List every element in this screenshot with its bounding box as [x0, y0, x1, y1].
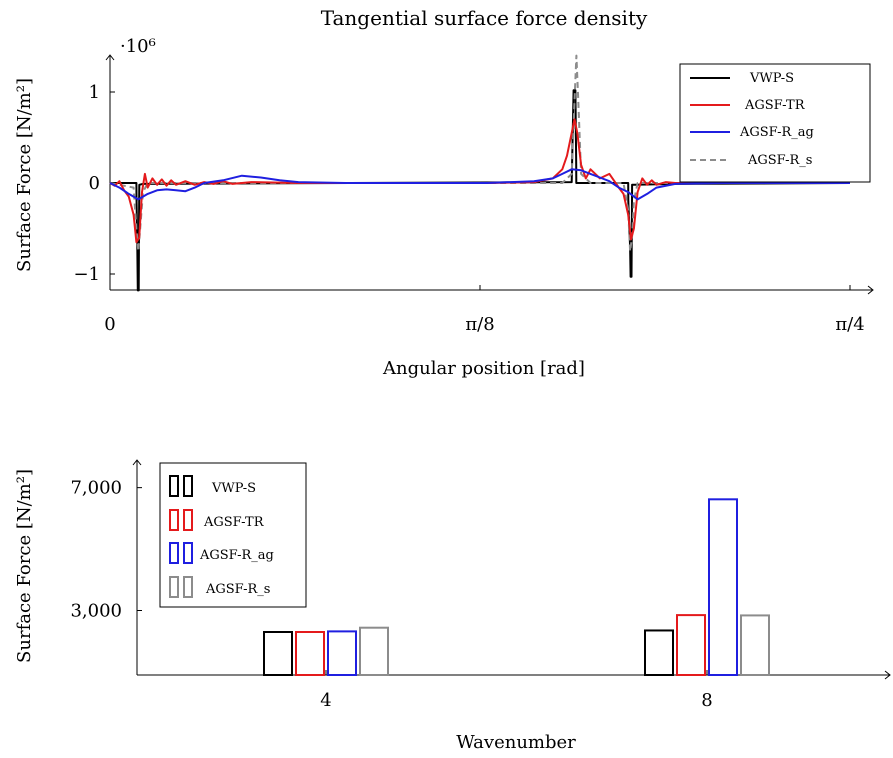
legend-item-vwp-s: VWP-S: [690, 71, 794, 86]
bar-legend-swatch-vwp-s-a: [169, 475, 179, 497]
y-multiplier-label: ·10⁶: [120, 36, 156, 57]
legend-label-agsf-r-s: AGSF-R_s: [747, 153, 812, 168]
line-chart-legend: VWP-S AGSF-TR AGSF-R_ag AGSF-R_s: [679, 63, 871, 183]
bar-legend-label-agsf-tr: AGSF-TR: [203, 515, 265, 530]
bar-legend-swatch-agsf-r-ag-a: [169, 542, 179, 564]
line-chart: Tangential surface force density ·10⁶ Su…: [14, 6, 874, 379]
bar-agsf-r-ag-wavenumber-8: [708, 498, 738, 677]
bar-legend-swatch-vwp-s-b: [183, 475, 193, 497]
bar-legend-item-agsf-r-s: AGSF-R_s: [169, 576, 270, 598]
bar-legend-label-agsf-r-s: AGSF-R_s: [205, 582, 270, 597]
bar-agsf-tr-wavenumber-8: [676, 614, 706, 676]
legend-label-vwp-s: VWP-S: [749, 71, 794, 86]
legend-item-agsf-r-ag: AGSF-R_ag: [690, 125, 814, 140]
bar-chart-x-axis-arrow: [884, 670, 891, 680]
line-chart-x-tick-label: π/4: [835, 314, 864, 335]
bar-chart-x-tick-label: 4: [320, 690, 331, 711]
bar-legend-label-vwp-s: VWP-S: [211, 481, 256, 496]
line-chart-x-axis-label: Angular position [rad]: [382, 358, 585, 379]
bar-chart-legend: VWP-S AGSF-TR AGSF-R_ag AGSF-R_s: [159, 462, 307, 608]
line-chart-y-tick-label: 0: [89, 173, 100, 194]
legend-item-agsf-tr: AGSF-TR: [690, 98, 806, 113]
line-chart-y-tick-label: −1: [73, 264, 100, 285]
legend-item-agsf-r-s: AGSF-R_s: [690, 153, 812, 168]
bar-legend-swatch-agsf-r-ag-b: [183, 542, 193, 564]
bar-legend-swatch-agsf-r-s-a: [169, 576, 179, 598]
line-chart-y-axis-label: Surface Force [N/m²]: [14, 78, 35, 272]
line-chart-title: Tangential surface force density: [321, 6, 648, 30]
legend-label-agsf-r-ag: AGSF-R_ag: [739, 125, 814, 140]
line-chart-plot-area: −1 0 1 0 π/8 π/4: [73, 54, 874, 335]
bar-chart-y-axis-arrow: [132, 459, 142, 466]
bar-agsf-r-ag-wavenumber-4: [327, 630, 357, 677]
bar-chart: Surface Force [N/m²] Wavenumber 3,000 7,0…: [14, 459, 891, 753]
line-chart-x-tick-label: 0: [104, 314, 115, 335]
bar-legend-item-agsf-r-ag: AGSF-R_ag: [169, 542, 274, 564]
bar-vwp-s-wavenumber-8: [644, 629, 674, 677]
bar-chart-y-tick-label: 3,000: [70, 601, 122, 622]
bar-chart-plot-area: 3,000 7,000 4 8: [70, 459, 891, 711]
bar-legend-item-agsf-tr: AGSF-TR: [169, 509, 265, 531]
bar-agsf-r-s-wavenumber-4: [359, 626, 389, 677]
series-line-agsf-r-s: [109, 54, 850, 253]
bar-legend-label-agsf-r-ag: AGSF-R_ag: [199, 548, 274, 563]
series-line-vwp-s: [110, 89, 851, 292]
series-line-agsf-r-ag: [109, 168, 850, 201]
bar-chart-x-axis-label: Wavenumber: [456, 732, 576, 753]
bar-agsf-tr-wavenumber-4: [295, 631, 325, 676]
bar-legend-item-vwp-s: VWP-S: [169, 475, 256, 497]
line-chart-legend-box: [679, 63, 871, 183]
line-chart-x-axis-arrow: [867, 285, 874, 295]
line-chart-y-tick-label: 1: [89, 82, 100, 103]
bar-legend-swatch-agsf-r-s-b: [183, 576, 193, 598]
bar-chart-y-tick-label: 7,000: [70, 478, 122, 499]
bar-legend-swatch-agsf-tr-b: [183, 509, 193, 531]
line-chart-x-tick-label: π/8: [465, 314, 494, 335]
line-chart-y-axis-arrow: [105, 54, 115, 61]
bar-chart-x-tick-label: 8: [701, 690, 712, 711]
bar-agsf-r-s-wavenumber-8: [740, 614, 770, 677]
bar-chart-y-axis-label: Surface Force [N/m²]: [14, 469, 35, 663]
bar-vwp-s-wavenumber-4: [263, 631, 293, 676]
bar-legend-swatch-agsf-tr-a: [169, 509, 179, 531]
legend-label-agsf-tr: AGSF-TR: [744, 98, 806, 113]
